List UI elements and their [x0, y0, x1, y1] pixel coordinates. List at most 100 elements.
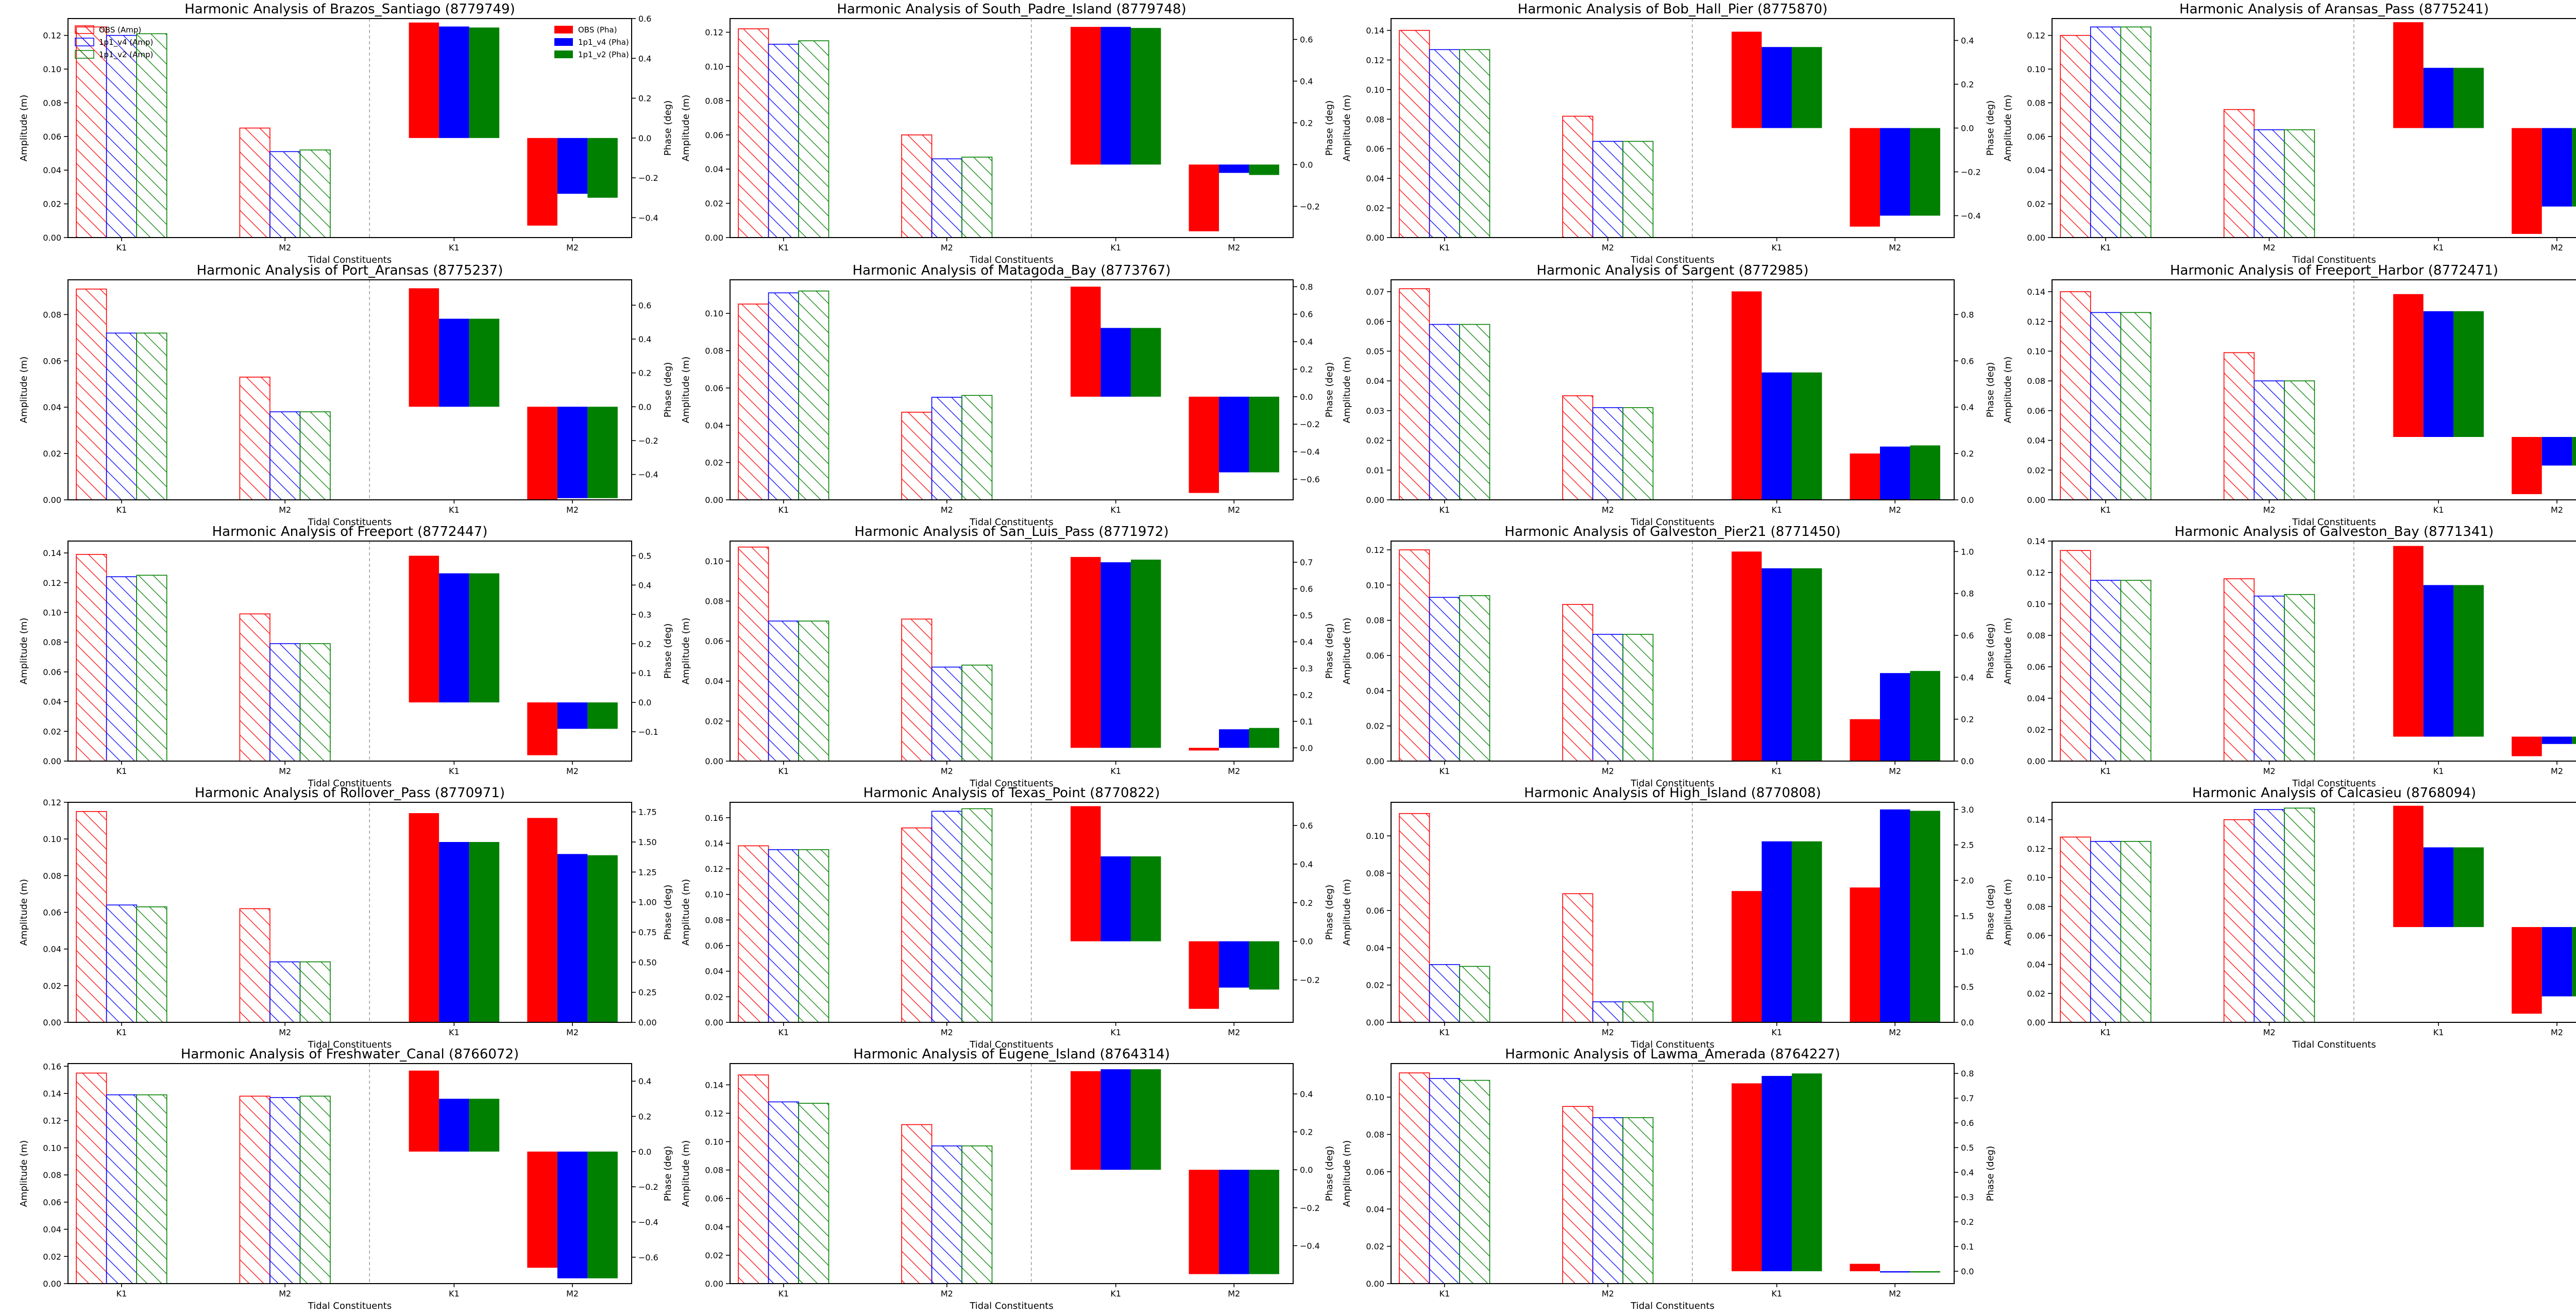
- phase-bar: [1731, 291, 1762, 500]
- amp-tick-label: 0.08: [1366, 1130, 1384, 1140]
- amp-bar: [239, 376, 270, 500]
- phase-bar: [2512, 128, 2542, 234]
- amp-tick-label: 0.10: [43, 1143, 61, 1153]
- y2-axis-label: Phase (deg): [663, 1146, 673, 1201]
- amp-bar: [1399, 813, 1430, 1023]
- x-axis-label: Tidal Constituents: [1630, 1039, 1714, 1050]
- phase-bar: [1761, 1075, 1792, 1272]
- amp-bar: [1592, 634, 1623, 762]
- phase-tick-label: −0.2: [638, 173, 658, 183]
- y-axis-label: Amplitude (m): [19, 879, 29, 946]
- amp-bar: [931, 811, 962, 1023]
- phase-bar: [1218, 1170, 1249, 1274]
- phase-bar: [2453, 847, 2484, 928]
- chart-title: Harmonic Analysis of Port_Aransas (87752…: [197, 263, 503, 278]
- amp-bar: [901, 827, 933, 1023]
- x-tick-label: K1: [1110, 1289, 1121, 1299]
- amp-tick-label: 0.02: [705, 458, 723, 468]
- phase-bar: [527, 702, 557, 755]
- amp-tick-label: 0.08: [2027, 98, 2045, 108]
- x-tick-label: M2: [279, 243, 291, 252]
- amp-bar: [768, 849, 799, 1023]
- phase-tick-label: 0.8: [1961, 589, 1974, 599]
- phase-bar: [1189, 941, 1219, 1009]
- phase-tick-label: 0.0: [638, 133, 651, 143]
- amp-bar: [1562, 604, 1594, 762]
- legend-label: 1p1_v4 (Pha): [578, 38, 629, 47]
- phase-tick-label: 1.5: [1961, 911, 1974, 921]
- amp-tick-label: 0.04: [1366, 943, 1384, 953]
- phase-bar: [1850, 128, 1880, 227]
- y-axis-label: Amplitude (m): [19, 95, 29, 162]
- amp-bar: [931, 1145, 962, 1284]
- phase-bar: [1070, 287, 1101, 397]
- phase-bar: [1070, 557, 1101, 748]
- chart-panel: 0.00 0.02 0.04 0.06 0.08 0.10 0.0 0.1 0.2 0.3 0.4 0…: [681, 524, 1335, 789]
- y2-axis-label: Phase (deg): [1324, 885, 1335, 940]
- phase-tick-label: 0.6: [1300, 35, 1313, 44]
- x-tick-label: K1: [1771, 766, 1782, 776]
- amp-bar: [961, 808, 993, 1023]
- x-axis-label: Tidal Constituents: [1630, 517, 1714, 528]
- x-tick-label: K1: [2100, 243, 2111, 252]
- y-axis-label: Amplitude (m): [681, 95, 691, 162]
- phase-tick-label: 0.2: [638, 1111, 651, 1121]
- amp-tick-label: 0.04: [2027, 436, 2045, 446]
- phase-tick-label: 0.7: [1300, 558, 1313, 567]
- amp-bar: [931, 666, 962, 762]
- phase-bar: [1249, 941, 1279, 990]
- amp-bar: [299, 1096, 331, 1284]
- amp-tick-label: 0.06: [705, 1194, 723, 1204]
- amp-bar: [738, 845, 769, 1023]
- phase-bar: [1130, 28, 1161, 165]
- phase-tick-label: 1.25: [638, 867, 657, 877]
- amp-bar: [2253, 129, 2285, 238]
- phase-tick-label: 0.2: [1300, 690, 1313, 700]
- amp-tick-label: 0.00: [2027, 233, 2045, 243]
- phase-tick-label: 0.8: [1961, 310, 1974, 319]
- phase-bar: [2512, 437, 2542, 494]
- y-axis-label: Amplitude (m): [681, 1140, 691, 1207]
- plot-frame: [1391, 802, 1955, 1023]
- amp-tick-label: 0.10: [43, 834, 61, 844]
- amp-tick-label: 0.08: [705, 346, 723, 356]
- plot-frame: [1391, 541, 1955, 762]
- y-axis-label: Amplitude (m): [19, 1140, 29, 1207]
- amp-bar: [269, 1097, 301, 1284]
- amp-bar: [1622, 634, 1654, 762]
- phase-bar: [1249, 728, 1279, 748]
- amp-tick-label: 0.06: [2027, 662, 2045, 672]
- amp-bar: [1399, 549, 1430, 762]
- chart-panel: 0.000.020.040.060.080.100.12−0.6−0.4−0.2…: [2003, 2, 2576, 265]
- x-tick-label: M2: [1228, 1289, 1240, 1299]
- phase-bar: [1791, 47, 1822, 128]
- amp-bar: [961, 664, 993, 762]
- phase-tick-label: 0.2: [1300, 1127, 1313, 1137]
- amp-tick-label: 0.10: [43, 608, 61, 617]
- chart-panel: 0.00 0.02 0.04 0.06 0.08 0.10 0.12 0.14 −0.4 −0.2…: [681, 1047, 1335, 1311]
- amp-bar: [1622, 141, 1654, 238]
- x-tick-label: M2: [941, 505, 953, 515]
- chart-title: Harmonic Analysis of San_Luis_Pass (8771…: [855, 524, 1169, 540]
- amp-tick-label: 0.06: [43, 908, 61, 918]
- amp-bar: [1399, 288, 1430, 500]
- amp-bar: [1622, 1117, 1654, 1284]
- phase-tick-label: 0.8: [1961, 1069, 1974, 1079]
- y2-axis-label: Phase (deg): [1985, 624, 1996, 679]
- phase-tick-label: −0.4: [638, 470, 658, 480]
- phase-tick-label: 0.6: [1300, 310, 1313, 319]
- amp-tick-label: 0.12: [705, 28, 723, 38]
- amp-bar: [2120, 841, 2151, 1023]
- phase-tick-label: 0.00: [638, 1018, 657, 1027]
- amp-tick-label: 0.08: [43, 637, 61, 647]
- amp-bar: [269, 643, 301, 762]
- amp-bar: [1459, 49, 1490, 238]
- amp-tick-label: 0.04: [705, 164, 723, 174]
- legend-swatch: [554, 38, 573, 46]
- amp-bar: [1429, 964, 1460, 1023]
- amp-bar: [1429, 324, 1460, 500]
- phase-tick-label: −0.2: [1300, 419, 1320, 429]
- amp-tick-label: 0.10: [2027, 346, 2045, 356]
- chart-title: Harmonic Analysis of High_Island (877080…: [1524, 785, 1821, 801]
- phase-bar: [527, 407, 557, 500]
